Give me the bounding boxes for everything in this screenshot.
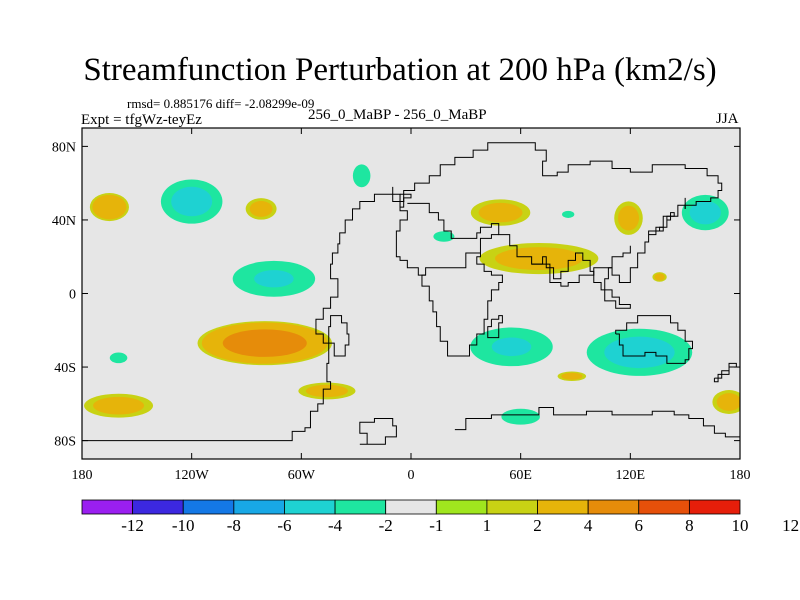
colorbar-box	[537, 499, 589, 515]
anomaly-pos-southern-ocean-atlantic-level-1	[305, 384, 348, 398]
colorbar-box	[334, 499, 387, 515]
colorbar-label: 1	[483, 516, 492, 535]
coastline-africa-south	[421, 253, 503, 357]
colorbar-box	[132, 499, 184, 515]
coastline-arabia-africa-horn	[395, 142, 723, 276]
coastline-layer	[82, 142, 740, 445]
colorbar-label: 6	[635, 516, 644, 535]
colorbar-box	[638, 499, 690, 515]
experiment-label: Expt = tfgWz-teyEz	[81, 112, 202, 128]
anomaly-pos-southern-ocean-pacific-level-1	[716, 393, 740, 411]
case-label: 256_0_MaBP - 256_0_MaBP	[308, 107, 487, 123]
anomaly-neg-north-atlantic-level-1	[352, 164, 371, 188]
y-tick-label: 40N	[52, 214, 76, 229]
x-tick-label: 60W	[288, 468, 316, 483]
colorbar-label: 12	[782, 516, 799, 535]
colorbar-label: 10	[732, 516, 749, 535]
colorbar-label: -8	[227, 516, 241, 535]
anomaly-neg-north-pacific-far-west-level-2	[689, 200, 721, 225]
map-background	[82, 128, 740, 459]
anomaly-pos-east-asia-level-1	[617, 205, 640, 231]
anomaly-neg-central-asia-level-1	[562, 210, 575, 218]
x-tick-label: 0	[408, 468, 415, 483]
x-tick-label: 180	[72, 468, 93, 483]
colorbar-box	[486, 499, 538, 515]
coastline-island-greenland-gap	[399, 193, 412, 203]
colorbar-box	[233, 499, 285, 515]
x-tick-label: 120E	[616, 468, 646, 483]
anomaly-pos-west-pacific-level-1	[654, 273, 665, 281]
anomaly-pos-north-pacific-west-level-1	[92, 194, 127, 220]
x-tick-label: 120W	[175, 468, 210, 483]
x-tick-label: 180	[730, 468, 751, 483]
anomaly-neg-east-pacific-tropics-level-2	[254, 270, 294, 288]
chart-title: Streamfunction Perturbation at 200 hPa (…	[83, 52, 717, 88]
stats-line: rmsd= 0.885176 diff= -2.08299e-09	[127, 96, 315, 111]
colorbar-box	[284, 499, 336, 515]
anomaly-neg-indian-ocean-level-2	[491, 337, 532, 357]
y-tick-label: 0	[69, 288, 76, 303]
colorbar-box	[385, 499, 437, 515]
anomaly-neg-south-pacific-west-level-1	[109, 352, 128, 364]
colorbar-box	[435, 499, 488, 515]
anomaly-neg-australia-level-2	[604, 336, 675, 369]
anomaly-pos-asia-tropics-level-1	[495, 247, 583, 271]
anomaly-neg-southern-ocean-indian-level-1	[501, 408, 540, 425]
anomaly-neg-atlantic-tropics-level-1	[433, 231, 455, 242]
coastline-continent-americas-south	[82, 186, 405, 442]
x-tick-label: 60E	[509, 468, 532, 483]
anomaly-pos-southern-ocean-west-level-1	[93, 396, 145, 415]
y-tick-label: 40S	[54, 361, 76, 376]
anomaly-pos-indian-ocean-south-level-1	[561, 372, 583, 380]
anomaly-pos-north-america-west-level-1	[249, 200, 273, 217]
colorbar-box	[587, 499, 640, 515]
colorbar-label: -2	[379, 516, 393, 535]
coastline-india-southeast-asia	[531, 245, 631, 309]
colorbar-label: -10	[172, 516, 195, 535]
anomaly-layer	[84, 160, 740, 428]
coastline-island-antarctic-west	[359, 418, 397, 445]
colorbar-box	[688, 499, 741, 515]
coastline-antarctica-coast	[454, 407, 740, 441]
y-tick-label: 80S	[54, 435, 76, 450]
colorbar-label: 8	[685, 516, 694, 535]
colorbar-label: 4	[584, 516, 593, 535]
colorbar-label: -4	[328, 516, 343, 535]
colorbar-box	[182, 499, 235, 515]
anomaly-pos-south-pacific-level-2	[222, 329, 307, 357]
y-tick-label: 80N	[52, 140, 76, 155]
colorbar-label: 2	[533, 516, 542, 535]
coastline-island-madagascar	[487, 315, 503, 339]
colorbar-label: -6	[277, 516, 291, 535]
coastline-australia	[615, 315, 693, 364]
season-label: JJA	[716, 111, 739, 127]
colorbar-label: -1	[429, 516, 443, 535]
anomaly-pos-europe-level-1	[478, 202, 523, 223]
coastline-island-japan	[648, 212, 675, 236]
anomaly-neg-north-pacific-east-level-2	[171, 186, 213, 217]
colorbar-label: -12	[121, 516, 144, 535]
colorbar-box	[81, 499, 134, 515]
